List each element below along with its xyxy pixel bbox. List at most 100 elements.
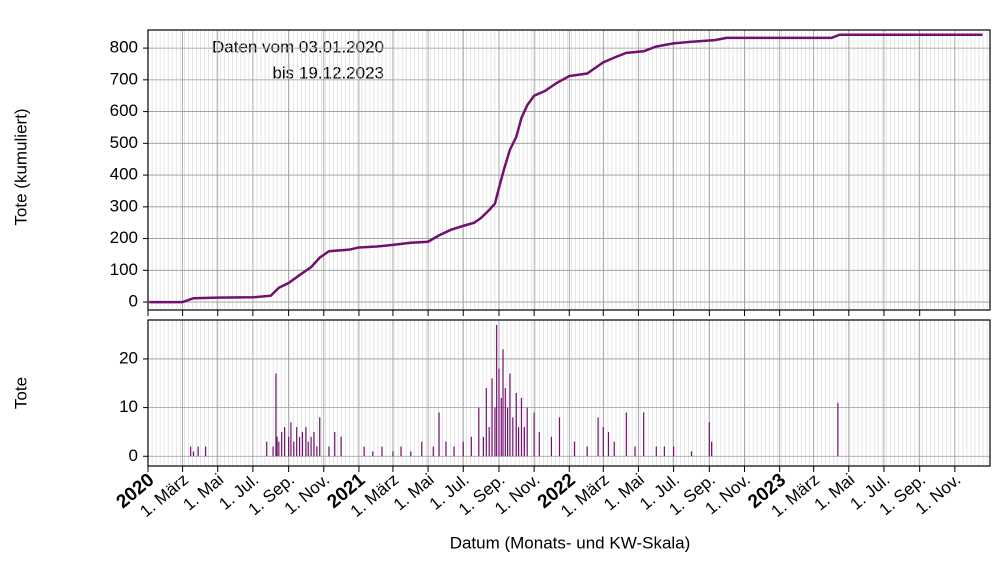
y-tick-label: 200	[110, 228, 138, 247]
bar	[634, 446, 636, 457]
y-tick-label: 600	[110, 101, 138, 120]
bar	[363, 446, 365, 457]
bar	[520, 397, 523, 457]
bar	[663, 446, 665, 457]
x-tick-label: 1. Mai	[180, 470, 228, 514]
bar	[301, 431, 304, 457]
plot-frame	[147, 29, 991, 311]
bar	[205, 446, 207, 457]
bar	[625, 412, 627, 457]
bar	[558, 417, 561, 457]
bar	[276, 436, 278, 457]
y-axis-label: Tote (kumuliert)	[11, 108, 30, 225]
bar	[275, 373, 277, 457]
bar	[421, 441, 423, 457]
y-tick-label: 10	[119, 397, 138, 416]
bar	[334, 431, 336, 457]
bar	[586, 446, 588, 457]
bar	[482, 436, 485, 457]
bar	[281, 431, 283, 457]
bar	[491, 378, 493, 457]
bar	[607, 431, 610, 457]
y-tick-label: 300	[110, 196, 138, 215]
bar	[316, 446, 318, 457]
y-tick-label: 400	[110, 165, 138, 184]
bar	[613, 441, 615, 457]
bar	[313, 431, 315, 457]
x-axis-label: Datum (Monats- und KW-Skala)	[450, 533, 691, 552]
bar	[837, 402, 839, 457]
bar	[573, 441, 576, 457]
bar	[512, 417, 514, 457]
y-tick-label: 800	[110, 38, 138, 57]
bar	[290, 422, 292, 457]
bar	[550, 436, 553, 457]
bar	[432, 446, 434, 457]
bar	[488, 427, 490, 457]
bar	[319, 417, 321, 457]
bar	[496, 324, 498, 457]
bar	[602, 427, 604, 457]
bar	[192, 451, 195, 457]
bar	[288, 436, 290, 457]
bar	[515, 393, 517, 457]
line	[149, 33, 983, 304]
bar	[266, 441, 268, 457]
bar	[478, 407, 480, 457]
bar	[283, 427, 286, 457]
y-tick-label: 500	[110, 133, 138, 152]
bar	[272, 446, 274, 457]
bar	[673, 446, 675, 457]
y-tick-label: 100	[110, 260, 138, 279]
y-tick-label: 0	[129, 292, 138, 311]
bar	[690, 451, 693, 457]
bar	[190, 446, 192, 457]
bar	[517, 427, 520, 457]
bar	[643, 412, 645, 457]
bar	[197, 446, 199, 457]
bar	[298, 436, 301, 457]
bar	[305, 427, 307, 457]
bar	[445, 441, 447, 457]
bar	[381, 446, 383, 457]
bar	[500, 397, 502, 457]
bar	[507, 407, 509, 457]
y-tick-label: 0	[129, 446, 138, 465]
bar	[453, 446, 455, 457]
bar	[494, 407, 496, 457]
bar	[400, 446, 402, 457]
bar	[523, 427, 525, 457]
bar	[504, 388, 506, 457]
bar	[293, 441, 295, 457]
x-tick-label: 1. Mai	[811, 470, 859, 514]
bar	[470, 436, 472, 457]
bar	[655, 446, 657, 457]
x-tick-label: 1. Mai	[600, 470, 648, 514]
bar	[278, 441, 280, 457]
bar	[462, 441, 464, 457]
bar	[509, 373, 511, 457]
annotation: bis 19.12.2023	[272, 63, 384, 82]
bar	[392, 451, 394, 457]
bar	[708, 422, 710, 457]
bar	[597, 417, 599, 457]
bar	[310, 436, 312, 457]
x-tick-label: 1. Mai	[390, 470, 438, 514]
y-tick-label: 20	[119, 348, 138, 367]
bar	[328, 446, 330, 457]
bar	[438, 412, 440, 457]
y-tick-label: 700	[110, 69, 138, 88]
annotation: Daten vom 03.01.2020	[212, 37, 384, 56]
bar	[711, 441, 713, 457]
bar	[498, 368, 500, 457]
bar	[485, 388, 487, 457]
y-axis-label: Tote	[11, 377, 30, 409]
bar	[410, 451, 412, 457]
bar	[372, 451, 374, 457]
bar	[502, 349, 504, 457]
bar	[533, 412, 535, 457]
bar	[526, 407, 528, 457]
bar	[307, 441, 309, 457]
bar	[340, 436, 342, 457]
